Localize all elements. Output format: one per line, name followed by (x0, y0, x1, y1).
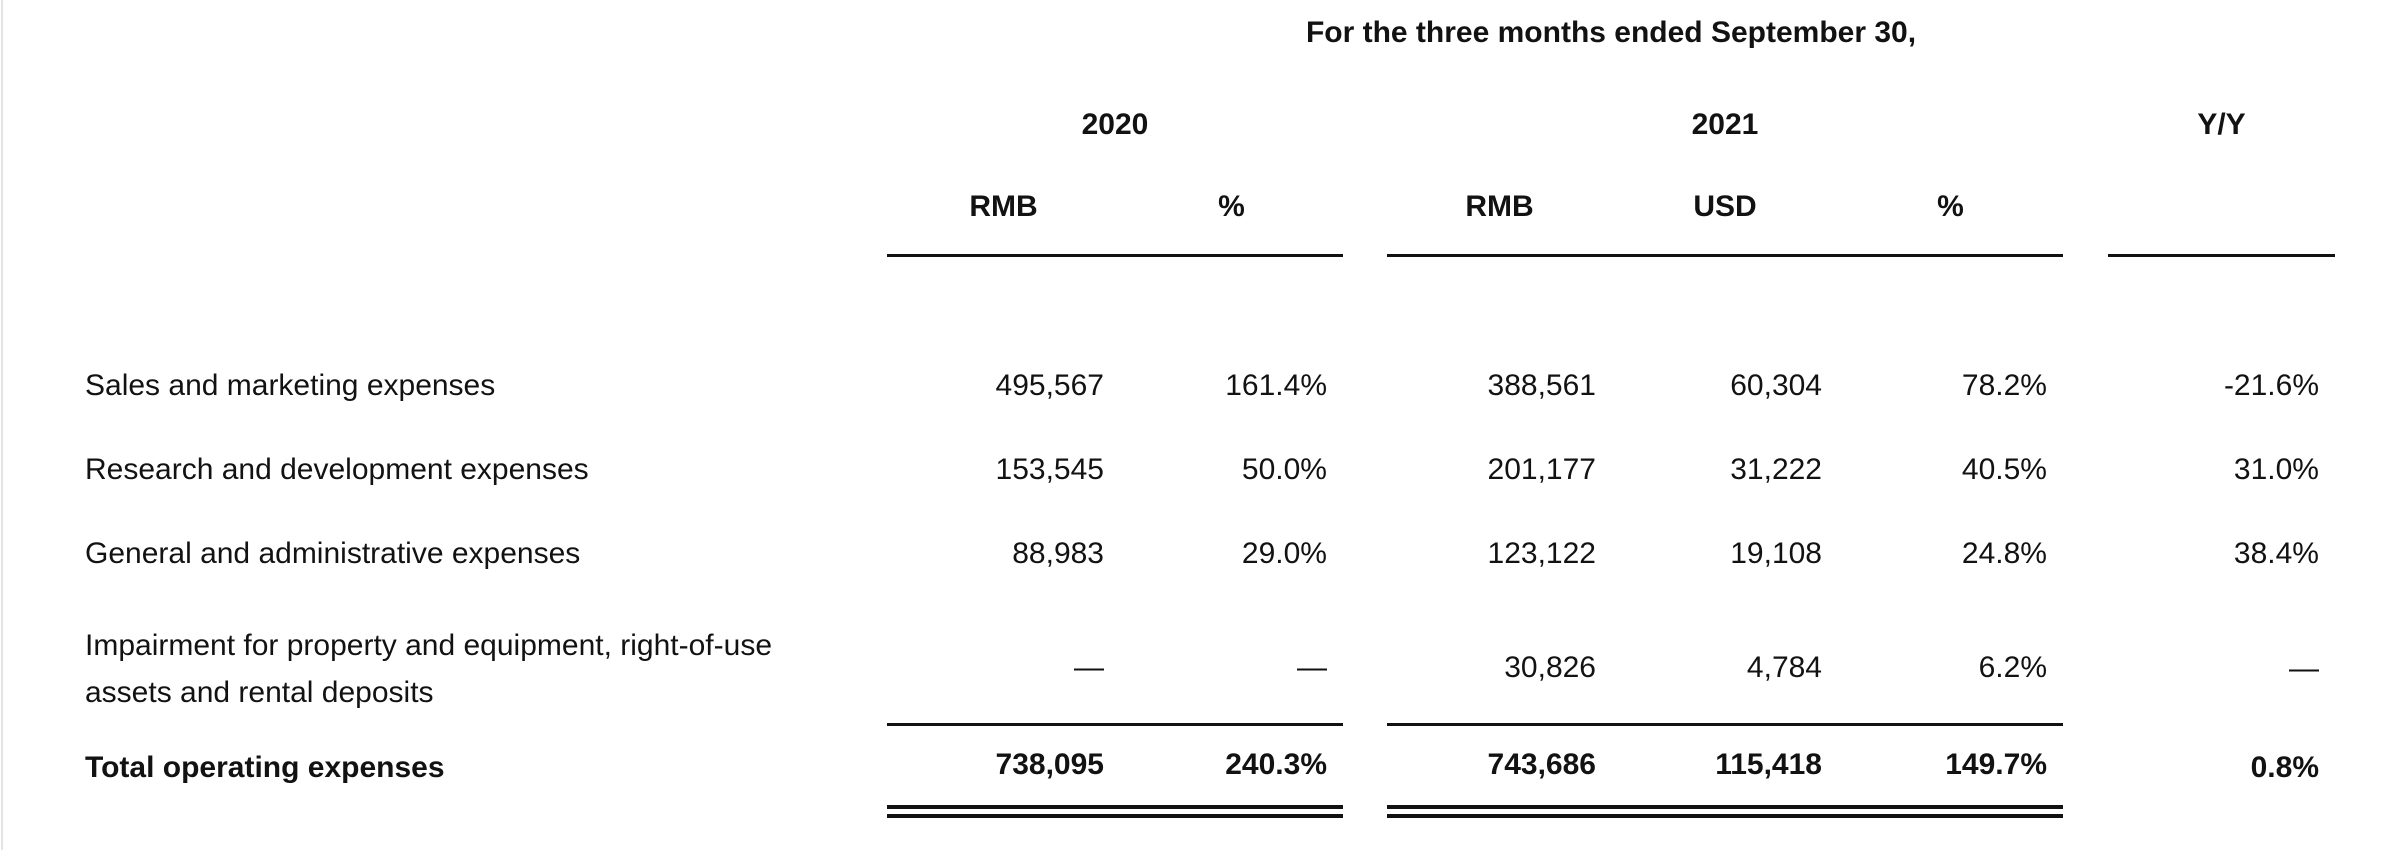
row-label: General and administrative expenses (85, 537, 581, 570)
cell-value: 24.8% (1961, 537, 2047, 570)
cell-value: — (2289, 652, 2319, 685)
cell-value: 31,222 (1730, 453, 1822, 486)
spacer-cell (2335, 446, 2382, 530)
spacer-cell (2335, 62, 2382, 150)
cell-value: 123,122 (1487, 537, 1596, 570)
col-header-yy-underline (2108, 150, 2335, 257)
cell-value: 115,418 (1612, 722, 1838, 818)
cell-value: 4,784 (1746, 651, 1822, 685)
spacer-cell (2063, 724, 2108, 811)
cell-value: — (1074, 651, 1104, 685)
year-header-2020: 2020 (1081, 108, 1149, 141)
spacer-cell (0, 62, 887, 150)
page-left-edge (1, 0, 3, 850)
spacer-cell (2063, 150, 2108, 255)
spacer-cell (2063, 362, 2108, 446)
spacer-cell (2063, 446, 2108, 530)
year-header-2021: 2021 (1691, 108, 1759, 141)
cell-value: 6.2% (1978, 651, 2047, 685)
spacer-cell (2063, 62, 2108, 150)
spacer-cell (1343, 362, 1387, 446)
cell-value: 78.2% (1961, 369, 2047, 402)
spacer-cell (2335, 724, 2382, 811)
cell-value: 60,304 (1730, 369, 1822, 402)
spacer-cell (2335, 362, 2382, 446)
year-header-yy: Y/Y (2197, 108, 2246, 141)
table-row: Impairment for property and equipment, r… (0, 614, 2382, 724)
cell-value: 40.5% (1961, 453, 2047, 486)
cell-value: 388,561 (1487, 369, 1596, 402)
col-header-2021-usd: USD (1612, 150, 1838, 257)
spacer-cell (2335, 150, 2382, 255)
cell-value: 31.0% (2233, 453, 2319, 486)
cell-value: 29.0% (1241, 537, 1327, 570)
cell-value: -21.6% (2223, 369, 2319, 402)
table-row-total: Total operating expenses 738,095 240.3% … (0, 722, 2382, 818)
table-header: For the three months ended September 30, (0, 0, 2382, 62)
cell-value: 88,983 (1012, 537, 1104, 570)
col-header-2021-rmb: RMB (1387, 150, 1612, 257)
cell-value: 161.4% (1225, 369, 1327, 402)
spacer-cell (2335, 530, 2382, 614)
table-row: General and administrative expenses 88,9… (0, 530, 2382, 614)
cell-value: 201,177 (1487, 453, 1596, 486)
cell-value: 153,545 (995, 453, 1104, 486)
spacer-cell (1343, 62, 1387, 150)
spacer-row (0, 255, 2382, 362)
cell-value: — (1297, 651, 1327, 685)
cell-value: 240.3% (1120, 722, 1343, 818)
spacer-cell (2063, 614, 2108, 724)
spacer-cell (0, 150, 887, 255)
row-label: Sales and marketing expenses (85, 369, 496, 402)
cell-value: 743,686 (1387, 722, 1612, 818)
col-header-2021-pct: % (1838, 150, 2063, 257)
spacer-cell (1343, 530, 1387, 614)
row-label: Total operating expenses (85, 750, 445, 784)
table-row: Sales and marketing expenses 495,567 161… (0, 362, 2382, 446)
cell-value: 495,567 (995, 369, 1104, 402)
cell-value: 38.4% (2233, 537, 2319, 570)
spacer-cell (0, 255, 2382, 362)
operating-expenses-table: For the three months ended September 30,… (0, 0, 2382, 818)
cell-value: 50.0% (1241, 453, 1327, 486)
table-title: For the three months ended September 30, (1305, 16, 1917, 49)
cell-value: 149.7% (1838, 722, 2063, 818)
year-header-row: 2020 2021 Y/Y (0, 62, 2382, 150)
table-row: Research and development expenses 153,54… (0, 446, 2382, 530)
col-header-2020-pct: % (1120, 150, 1343, 257)
spacer-cell (1343, 150, 1387, 255)
spacer-cell (2335, 614, 2382, 724)
spacer-cell (1343, 446, 1387, 530)
currency-header-row: RMB % RMB USD % (0, 150, 2382, 257)
row-label: Research and development expenses (85, 453, 589, 486)
spacer-cell (1343, 614, 1387, 724)
row-label: Impairment for property and equipment, r… (85, 629, 772, 709)
spacer-cell (2335, 0, 2382, 62)
spacer-cell (2063, 530, 2108, 614)
cell-value: 19,108 (1730, 537, 1822, 570)
cell-value: 738,095 (887, 722, 1120, 818)
spacer-cell (1343, 724, 1387, 811)
spacer-cell (0, 0, 887, 62)
cell-value: 0.8% (2250, 750, 2319, 784)
cell-value: 30,826 (1504, 651, 1596, 685)
col-header-2020-rmb: RMB (887, 150, 1120, 257)
